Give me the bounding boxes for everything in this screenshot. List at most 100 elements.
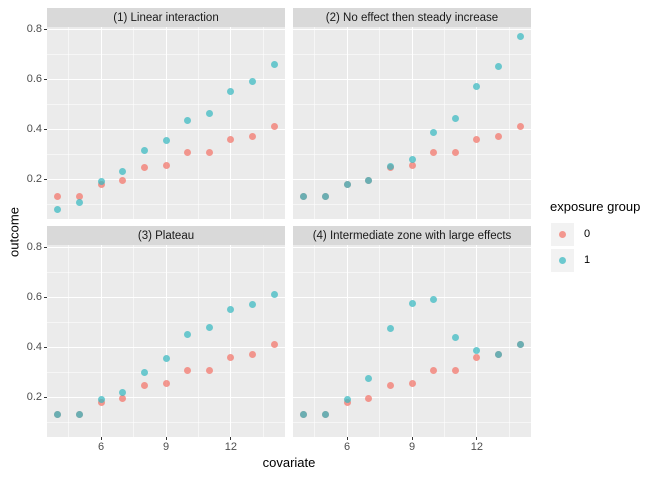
gridline-minor	[508, 27, 510, 219]
y-tick-label: 0.4	[26, 123, 42, 136]
data-point	[300, 193, 308, 201]
facet-strip-label: (1) Linear interaction	[113, 11, 219, 24]
gridline-major	[47, 346, 285, 348]
gridline-minor	[68, 27, 70, 219]
x-tick-mark	[165, 437, 167, 440]
gridline-minor	[508, 245, 510, 437]
legend-entry-label: 0	[584, 228, 591, 240]
gridline-minor	[133, 245, 135, 437]
x-tick-label: 9	[408, 441, 416, 453]
facet-strip: (3) Plateau	[47, 226, 285, 245]
data-point	[430, 367, 438, 375]
x-tick-label: 12	[470, 441, 484, 453]
gridline-major	[47, 296, 285, 298]
data-point	[227, 306, 235, 314]
gridline-minor	[314, 245, 316, 437]
facet-strip: (2) No effect then steady increase	[293, 8, 531, 27]
y-tick-mark	[44, 78, 47, 80]
gridline-major	[293, 28, 531, 30]
data-point	[516, 341, 524, 349]
y-tick-mark	[44, 128, 47, 130]
data-point	[249, 133, 257, 141]
gridline-major	[47, 178, 285, 180]
data-point	[227, 353, 235, 361]
data-point	[473, 83, 481, 91]
legend-entry-label: 1	[584, 254, 591, 266]
facet-panel	[293, 245, 531, 437]
gridline-major	[165, 245, 167, 437]
legend-point-icon	[559, 230, 566, 238]
gridline-minor	[443, 245, 445, 437]
data-point	[473, 135, 481, 143]
data-point	[162, 379, 170, 387]
data-point	[270, 341, 278, 349]
x-tick-label: 6	[344, 441, 351, 453]
data-point	[495, 133, 503, 141]
y-tick-mark	[44, 246, 47, 248]
data-point	[249, 301, 257, 309]
y-tick-mark	[44, 28, 47, 30]
data-point	[386, 163, 394, 171]
facet-panel	[47, 245, 285, 437]
data-point	[205, 323, 213, 331]
gridline-major	[230, 245, 232, 437]
data-point	[430, 149, 438, 157]
gridline-major	[293, 178, 531, 180]
gridline-major	[476, 245, 478, 437]
gridline-major	[293, 128, 531, 130]
data-point	[227, 135, 235, 143]
gridline-minor	[262, 27, 264, 219]
x-tick-mark	[346, 437, 348, 440]
gridline-major	[346, 245, 348, 437]
y-tick-label: 0.6	[26, 73, 42, 86]
data-point	[119, 394, 127, 402]
data-point	[97, 178, 105, 186]
legend-key	[551, 248, 574, 272]
facet-panel	[293, 27, 531, 219]
facet-strip-label: (2) No effect then steady increase	[325, 11, 499, 24]
legend-entry: 0	[548, 221, 640, 247]
data-point	[495, 351, 503, 359]
gridline-minor	[68, 245, 70, 437]
gridline-major	[293, 296, 531, 298]
data-point	[365, 176, 373, 184]
gridline-major	[47, 246, 285, 248]
data-point	[343, 180, 351, 188]
data-point	[205, 367, 213, 375]
data-point	[516, 123, 524, 131]
legend-entry: 1	[548, 247, 640, 273]
data-point	[365, 374, 373, 382]
gridline-minor	[443, 27, 445, 219]
gridline-minor	[379, 245, 381, 437]
data-point	[184, 149, 192, 157]
x-tick-label: 6	[98, 441, 105, 453]
gridline-major	[293, 396, 531, 398]
gridline-major	[165, 27, 167, 219]
data-point	[75, 193, 83, 201]
data-point	[473, 353, 481, 361]
data-point	[321, 193, 329, 201]
gridline-major	[47, 396, 285, 398]
y-tick-label: 0.6	[26, 291, 42, 304]
data-point	[184, 331, 192, 339]
gridline-minor	[197, 245, 199, 437]
data-point	[321, 411, 329, 419]
facet-strip-label: (4) Intermediate zone with large effects	[312, 229, 512, 242]
data-point	[249, 78, 257, 86]
data-point	[75, 411, 83, 419]
gridline-major	[47, 78, 285, 80]
data-point	[365, 394, 373, 402]
gridline-major	[100, 245, 102, 437]
data-point	[162, 354, 170, 362]
data-point	[408, 161, 416, 169]
data-point	[408, 379, 416, 387]
gridline-minor	[197, 27, 199, 219]
y-tick-mark	[44, 346, 47, 348]
gridline-minor	[133, 27, 135, 219]
x-tick-mark	[230, 437, 232, 440]
y-tick-mark	[44, 396, 47, 398]
gridline-major	[100, 27, 102, 219]
